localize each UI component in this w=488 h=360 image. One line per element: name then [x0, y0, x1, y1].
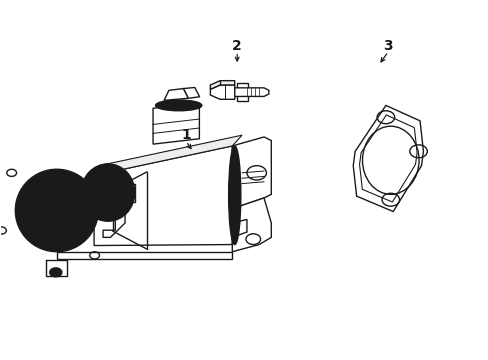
Polygon shape — [57, 252, 232, 259]
Polygon shape — [163, 89, 188, 100]
Circle shape — [81, 198, 91, 205]
Ellipse shape — [81, 164, 135, 221]
Ellipse shape — [228, 146, 241, 244]
Ellipse shape — [155, 100, 202, 111]
Text: 2: 2 — [232, 39, 242, 53]
Polygon shape — [210, 85, 234, 99]
Polygon shape — [183, 87, 199, 98]
Polygon shape — [153, 103, 199, 144]
Polygon shape — [94, 135, 242, 175]
Text: 1: 1 — [181, 128, 190, 142]
Text: 3: 3 — [383, 39, 392, 53]
Circle shape — [88, 214, 98, 221]
Polygon shape — [94, 146, 232, 246]
Polygon shape — [352, 105, 423, 212]
Polygon shape — [234, 88, 268, 96]
Polygon shape — [210, 81, 234, 89]
Polygon shape — [232, 198, 271, 252]
Polygon shape — [237, 83, 247, 101]
Ellipse shape — [15, 169, 98, 252]
Ellipse shape — [50, 268, 62, 277]
Polygon shape — [232, 137, 271, 209]
